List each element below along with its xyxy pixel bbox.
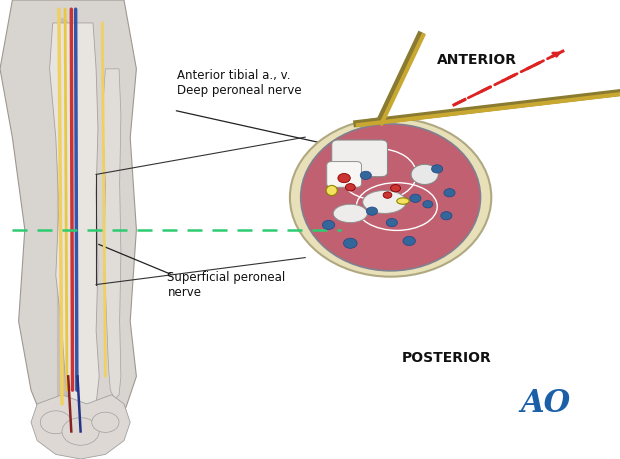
Circle shape: [423, 201, 433, 208]
Ellipse shape: [326, 185, 337, 196]
Ellipse shape: [363, 190, 406, 213]
Circle shape: [360, 171, 371, 179]
Circle shape: [40, 411, 71, 434]
Circle shape: [391, 185, 401, 192]
FancyBboxPatch shape: [332, 140, 388, 177]
Circle shape: [410, 194, 421, 202]
Circle shape: [411, 164, 438, 185]
Circle shape: [444, 189, 455, 197]
Circle shape: [343, 238, 357, 248]
FancyBboxPatch shape: [327, 162, 361, 187]
Circle shape: [338, 174, 350, 183]
Polygon shape: [0, 0, 136, 450]
Text: Superficial peroneal
nerve: Superficial peroneal nerve: [167, 270, 286, 299]
Circle shape: [441, 212, 452, 220]
Ellipse shape: [397, 198, 409, 204]
Text: AO: AO: [520, 388, 571, 420]
Ellipse shape: [290, 118, 491, 277]
Circle shape: [345, 184, 355, 191]
Circle shape: [322, 220, 335, 230]
Ellipse shape: [333, 204, 367, 223]
Circle shape: [386, 218, 397, 227]
Circle shape: [92, 412, 119, 432]
Polygon shape: [31, 395, 130, 459]
Circle shape: [403, 236, 415, 246]
Polygon shape: [50, 23, 99, 422]
Circle shape: [62, 418, 99, 445]
Polygon shape: [102, 69, 121, 399]
Circle shape: [366, 207, 378, 215]
Circle shape: [383, 192, 392, 198]
Text: Anterior tibial a., v.
Deep peroneal nerve: Anterior tibial a., v. Deep peroneal ner…: [177, 68, 301, 97]
Ellipse shape: [301, 124, 480, 271]
Circle shape: [432, 165, 443, 173]
Text: POSTERIOR: POSTERIOR: [402, 351, 491, 365]
Text: ANTERIOR: ANTERIOR: [437, 53, 518, 67]
